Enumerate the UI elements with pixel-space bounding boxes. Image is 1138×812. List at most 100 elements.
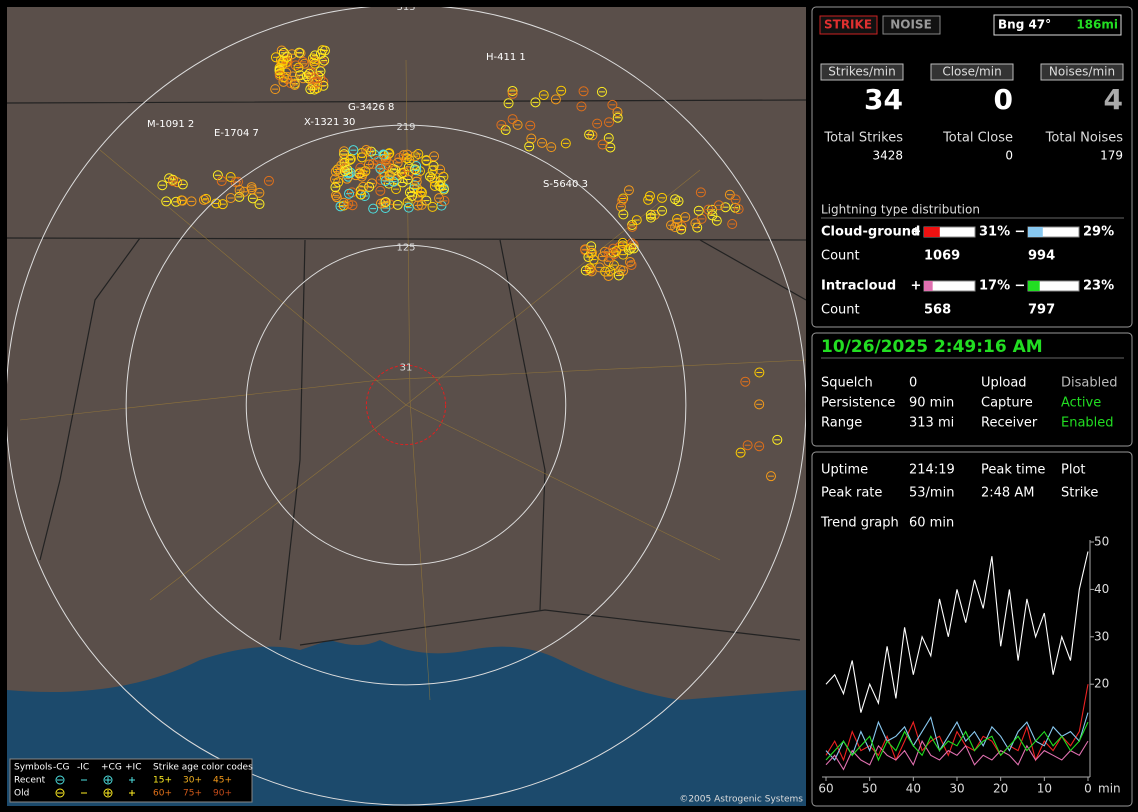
- strike-symbol: [603, 270, 614, 281]
- storm-label: G-3426 8: [348, 102, 394, 113]
- total-label: Total Noises: [1045, 131, 1124, 146]
- strike-symbol: [343, 188, 354, 199]
- strike-symbol: [588, 254, 599, 265]
- strike-symbol: [355, 162, 366, 173]
- strike-symbol: [578, 86, 589, 97]
- stat-value: 60 min: [909, 516, 954, 531]
- strike-symbol: [434, 193, 445, 204]
- strike-symbol: [375, 198, 386, 209]
- strike-symbol: [239, 186, 250, 197]
- strike-symbol: [613, 270, 624, 281]
- rate-value: 34: [864, 83, 903, 116]
- strike-symbol: [623, 185, 634, 196]
- type-label: Intracloud: [821, 279, 896, 294]
- strike-symbol: [381, 160, 392, 171]
- strike-symbol: [415, 186, 426, 197]
- strike-symbol: [727, 219, 738, 230]
- strike-symbol: [312, 77, 323, 88]
- legend-age: 90+: [213, 789, 232, 799]
- strike-symbol: [507, 114, 518, 125]
- strike-symbol: [413, 149, 424, 160]
- strike-symbol: [312, 83, 323, 94]
- strike-symbol: [396, 169, 407, 180]
- range-ring: [245, 244, 567, 566]
- strike-symbol: [403, 202, 414, 213]
- trend-line: [825, 739, 1089, 771]
- legend-age: 60+: [153, 789, 172, 799]
- trend-line: [825, 684, 1089, 762]
- strike-symbol: [342, 164, 353, 175]
- strike-symbol: [556, 85, 567, 96]
- range-label: 31: [400, 362, 413, 373]
- strike-symbol: [425, 171, 436, 182]
- settings-box: [811, 332, 1133, 447]
- strike-symbol: [690, 218, 701, 229]
- setting-label: Squelch: [821, 376, 873, 391]
- strike-symbol: [392, 157, 403, 168]
- strike-symbol: [645, 209, 656, 220]
- strike-symbol: [611, 246, 622, 257]
- strike-symbol: [276, 58, 287, 69]
- strike-symbol: [538, 90, 549, 101]
- strike-symbol: [372, 156, 383, 167]
- strike-symbol: [670, 222, 681, 233]
- strike-symbol: [317, 57, 328, 68]
- noise-button[interactable]: [882, 15, 941, 35]
- strike-symbol: [315, 48, 326, 59]
- strike-symbol: [429, 151, 440, 162]
- bearing-box: [993, 14, 1122, 36]
- strike-symbol: [366, 146, 377, 157]
- strike-symbol: [612, 107, 623, 118]
- strike-symbol: [617, 240, 628, 251]
- strike-symbol: [356, 152, 367, 163]
- strike-symbol: [628, 239, 639, 250]
- strike-symbol: [586, 266, 597, 277]
- x-tick-label: 30: [949, 782, 964, 796]
- strike-symbol: [754, 367, 765, 378]
- strike-symbol: [274, 70, 285, 81]
- strike-symbol: [383, 148, 394, 159]
- strike-symbol: [384, 171, 395, 182]
- setting-value: Active: [1061, 396, 1101, 411]
- percent-label: 29%: [1083, 225, 1114, 240]
- strike-symbol: [435, 181, 446, 192]
- stat-label: Peak rate: [821, 486, 882, 501]
- range-label: 219: [396, 122, 415, 133]
- strike-symbol: [409, 164, 420, 175]
- legend-title: Symbols: [14, 763, 53, 773]
- strike-symbol: [278, 47, 289, 58]
- strike-symbol: [580, 245, 591, 256]
- percent-label: 31%: [979, 225, 1010, 240]
- mode-button: STRIKE: [824, 18, 872, 32]
- legend-age: 75+: [183, 789, 202, 799]
- strike-symbol: [526, 133, 537, 144]
- rate-label-box: [930, 63, 1014, 81]
- strike-symbol: [416, 187, 427, 198]
- total-value: 0: [1005, 149, 1013, 163]
- strike-symbol: [415, 166, 426, 177]
- setting-label: Capture: [981, 396, 1033, 411]
- storm-label: X-1321 30: [304, 117, 355, 128]
- strike-button[interactable]: [819, 15, 878, 35]
- strike-symbol: [367, 158, 378, 169]
- strike-symbol: [607, 99, 618, 110]
- trend-line: [825, 721, 1089, 762]
- strike-symbol: [254, 199, 265, 210]
- strike-symbol: [295, 70, 306, 81]
- stat-value: 53/min: [909, 486, 954, 501]
- strike-symbol: [676, 224, 687, 235]
- strike-symbol: [263, 175, 274, 186]
- strike-symbol: [421, 155, 432, 166]
- strike-symbol: [246, 184, 257, 195]
- total-label: Total Close: [942, 131, 1013, 146]
- range-ring: [365, 364, 447, 446]
- strike-symbol: [754, 441, 765, 452]
- strike-symbol: [503, 98, 514, 109]
- strike-symbol: [680, 212, 691, 223]
- strike-symbol: [347, 200, 358, 211]
- legend-age: 30+: [183, 776, 202, 786]
- stat-label: Uptime: [821, 463, 868, 478]
- strike-symbol: [730, 194, 741, 205]
- range-label: 125: [396, 242, 415, 253]
